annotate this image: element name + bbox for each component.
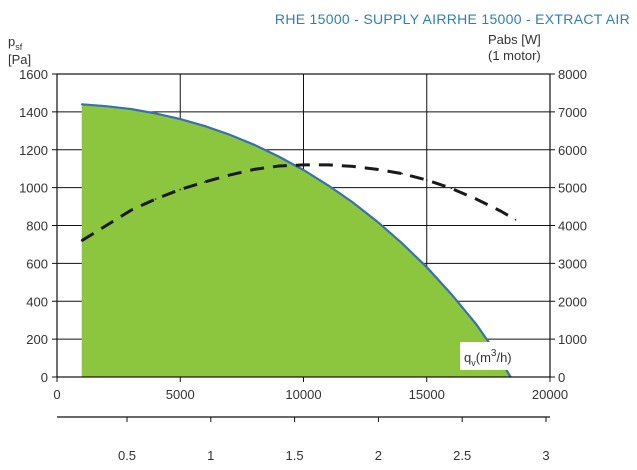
y-right-axis-label-sub: (1 motor) <box>488 48 541 63</box>
x-tick-label: 15000 <box>409 387 445 402</box>
y-left-tick-label: 200 <box>26 332 48 347</box>
y-right-tick-label: 5000 <box>558 181 587 196</box>
power-point <box>253 168 255 171</box>
x-axis-label-box <box>460 342 544 370</box>
pressure-point <box>130 108 132 110</box>
y-left-tick-label: 600 <box>26 256 48 271</box>
power-point <box>376 168 379 171</box>
y-right-tick-label: 6000 <box>558 143 587 158</box>
y-left-axis-label: psf <box>8 34 23 52</box>
power-point <box>154 198 157 200</box>
pressure-point <box>450 293 453 296</box>
secondary-x-tick-label: 2 <box>375 448 382 463</box>
x-tick-label: 10000 <box>285 387 321 402</box>
pressure-point <box>425 266 428 268</box>
secondary-x-tick-label: 1 <box>207 448 214 463</box>
y-right-axis-label: Pabs [W] <box>488 32 541 47</box>
power-point <box>105 224 108 227</box>
pressure-point <box>352 201 354 204</box>
pressure-point <box>204 125 206 127</box>
x-tick-label: 0 <box>53 387 60 402</box>
x-tick-label: 20000 <box>532 387 568 402</box>
secondary-x-tick-label: 0.5 <box>118 448 136 463</box>
power-point <box>450 187 453 190</box>
secondary-x-tick-label: 2.5 <box>453 448 471 463</box>
pressure-point <box>105 105 108 107</box>
y-left-tick-label: 1400 <box>19 105 48 120</box>
power-point <box>204 181 206 183</box>
power-point <box>302 164 305 166</box>
secondary-x-tick-label: 3 <box>542 448 549 463</box>
axes <box>52 73 555 422</box>
power-point <box>401 172 403 175</box>
power-point <box>130 209 132 212</box>
pressure-point <box>401 242 403 245</box>
power-point <box>425 179 428 181</box>
power-point <box>352 165 354 168</box>
x-tick-label: 5000 <box>166 387 195 402</box>
pressure-point <box>253 144 255 146</box>
pressure-point <box>154 112 157 115</box>
power-point <box>278 165 280 167</box>
pressure-area <box>81 104 511 378</box>
power-point <box>228 174 231 176</box>
power-point <box>514 219 517 221</box>
power-point <box>475 198 477 200</box>
y-left-tick-label: 0 <box>41 370 48 385</box>
y-right-tick-label: 2000 <box>558 294 587 309</box>
y-left-tick-label: 800 <box>26 219 48 234</box>
y-left-tick-label: 400 <box>26 294 48 309</box>
y-left-tick-label: 1000 <box>19 181 48 196</box>
y-left-tick-label: 1200 <box>19 143 48 158</box>
y-right-tick-label: 1000 <box>558 332 587 347</box>
pressure-point <box>228 133 231 136</box>
y-left-tick-label: 1600 <box>19 67 48 82</box>
pressure-point <box>179 118 182 120</box>
power-point <box>179 188 182 191</box>
pressure-point <box>278 155 280 158</box>
x-axis-label: qv(m3/h) <box>464 348 512 368</box>
secondary-x-tick-label: 1.5 <box>286 448 304 463</box>
power-point <box>327 164 329 166</box>
power-point <box>80 239 83 242</box>
y-right-tick-label: 7000 <box>558 105 587 120</box>
chart-title: RHE 15000 - SUPPLY AIRRHE 15000 - EXTRAC… <box>275 11 630 27</box>
y-right-tick-label: 8000 <box>558 67 587 82</box>
y-right-tick-label: 4000 <box>558 219 587 234</box>
y-left-axis-unit: [Pa] <box>8 52 31 67</box>
pressure-point <box>80 103 83 106</box>
y-right-tick-label: 3000 <box>558 256 587 271</box>
power-point <box>499 210 502 212</box>
pressure-point <box>302 169 305 171</box>
pressure-point <box>475 323 477 325</box>
series-layer <box>80 103 517 378</box>
pressure-point <box>376 220 379 223</box>
tick-labels: 0200400600800100012001400160001000200030… <box>19 67 587 463</box>
y-right-tick-label: 0 <box>558 370 565 385</box>
pressure-point <box>327 184 329 187</box>
